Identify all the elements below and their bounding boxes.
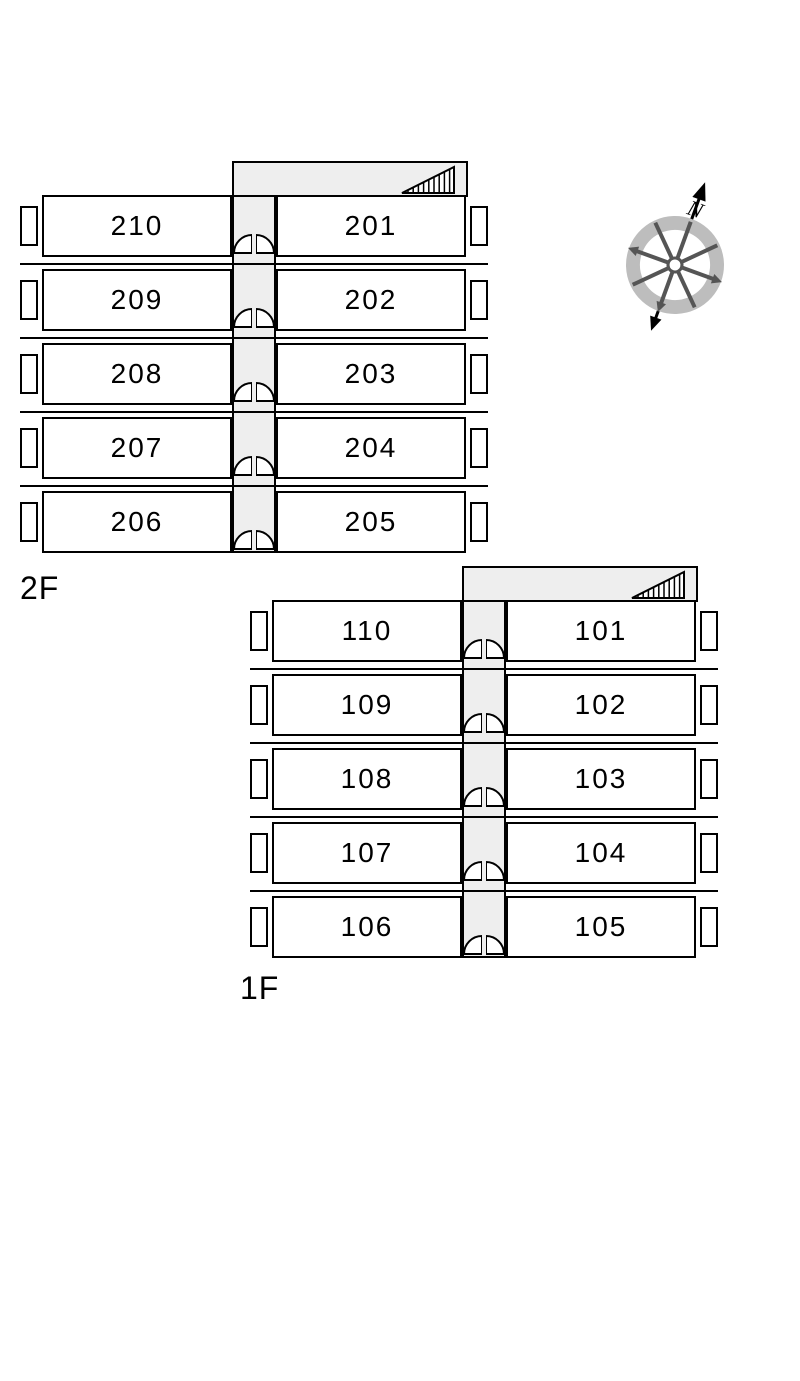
door-icon bbox=[256, 379, 278, 403]
door-icon bbox=[486, 784, 508, 808]
room-107: 107 bbox=[272, 822, 462, 884]
balcony bbox=[470, 354, 488, 394]
door-icon bbox=[256, 527, 278, 551]
room-label: 204 bbox=[345, 432, 398, 464]
room-label: 110 bbox=[342, 615, 393, 647]
row-divider bbox=[20, 411, 488, 413]
room-207: 207 bbox=[42, 417, 232, 479]
floorplan-canvas: N 210 201 209 202 208 203 207 204 206 205 2F 110 101… bbox=[0, 0, 800, 1381]
door-icon bbox=[230, 305, 252, 329]
room-109: 109 bbox=[272, 674, 462, 736]
door-icon bbox=[460, 636, 482, 660]
room-209: 209 bbox=[42, 269, 232, 331]
room-201: 201 bbox=[276, 195, 466, 257]
balcony bbox=[470, 280, 488, 320]
room-label: 210 bbox=[111, 210, 164, 242]
door-icon bbox=[230, 527, 252, 551]
balcony bbox=[250, 611, 268, 651]
balcony bbox=[700, 685, 718, 725]
room-label: 201 bbox=[345, 210, 398, 242]
door-icon bbox=[460, 784, 482, 808]
door-icon bbox=[486, 932, 508, 956]
balcony bbox=[700, 611, 718, 651]
balcony bbox=[20, 280, 38, 320]
room-label: 106 bbox=[341, 911, 394, 943]
floor-label-2F: 2F bbox=[20, 570, 59, 607]
floor-label-1F: 1F bbox=[240, 970, 279, 1007]
room-label: 207 bbox=[111, 432, 164, 464]
balcony bbox=[20, 502, 38, 542]
room-label: 101 bbox=[575, 615, 628, 647]
room-102: 102 bbox=[506, 674, 696, 736]
door-icon bbox=[230, 453, 252, 477]
room-101: 101 bbox=[506, 600, 696, 662]
balcony bbox=[20, 354, 38, 394]
room-104: 104 bbox=[506, 822, 696, 884]
room-label: 108 bbox=[341, 763, 394, 795]
balcony bbox=[250, 907, 268, 947]
door-icon bbox=[230, 231, 252, 255]
door-icon bbox=[486, 710, 508, 734]
room-106: 106 bbox=[272, 896, 462, 958]
balcony bbox=[700, 759, 718, 799]
door-icon bbox=[486, 636, 508, 660]
room-label: 209 bbox=[111, 284, 164, 316]
room-label: 102 bbox=[575, 689, 628, 721]
room-110: 110 bbox=[272, 600, 462, 662]
room-label: 105 bbox=[575, 911, 628, 943]
stair-icon bbox=[398, 163, 458, 197]
room-label: 104 bbox=[575, 837, 628, 869]
balcony bbox=[250, 759, 268, 799]
room-label: 203 bbox=[345, 358, 398, 390]
door-icon bbox=[256, 453, 278, 477]
room-208: 208 bbox=[42, 343, 232, 405]
door-icon bbox=[460, 858, 482, 882]
row-divider bbox=[20, 263, 488, 265]
room-label: 103 bbox=[575, 763, 628, 795]
door-icon bbox=[256, 305, 278, 329]
room-202: 202 bbox=[276, 269, 466, 331]
room-204: 204 bbox=[276, 417, 466, 479]
room-label: 202 bbox=[345, 284, 398, 316]
room-203: 203 bbox=[276, 343, 466, 405]
balcony bbox=[700, 833, 718, 873]
door-icon bbox=[460, 710, 482, 734]
row-divider bbox=[250, 668, 718, 670]
door-icon bbox=[256, 231, 278, 255]
row-divider bbox=[250, 890, 718, 892]
balcony bbox=[700, 907, 718, 947]
room-label: 206 bbox=[111, 506, 164, 538]
room-103: 103 bbox=[506, 748, 696, 810]
room-label: 109 bbox=[341, 689, 394, 721]
door-icon bbox=[230, 379, 252, 403]
stair-icon bbox=[628, 568, 688, 602]
balcony bbox=[20, 428, 38, 468]
room-210: 210 bbox=[42, 195, 232, 257]
balcony bbox=[470, 502, 488, 542]
door-icon bbox=[460, 932, 482, 956]
balcony bbox=[470, 428, 488, 468]
balcony bbox=[470, 206, 488, 246]
compass-icon: N bbox=[600, 170, 750, 340]
balcony bbox=[20, 206, 38, 246]
room-206: 206 bbox=[42, 491, 232, 553]
door-icon bbox=[486, 858, 508, 882]
room-label: 208 bbox=[111, 358, 164, 390]
balcony bbox=[250, 685, 268, 725]
room-205: 205 bbox=[276, 491, 466, 553]
row-divider bbox=[20, 485, 488, 487]
room-label: 107 bbox=[341, 837, 394, 869]
room-105: 105 bbox=[506, 896, 696, 958]
row-divider bbox=[250, 816, 718, 818]
row-divider bbox=[250, 742, 718, 744]
room-108: 108 bbox=[272, 748, 462, 810]
balcony bbox=[250, 833, 268, 873]
room-label: 205 bbox=[345, 506, 398, 538]
row-divider bbox=[20, 337, 488, 339]
